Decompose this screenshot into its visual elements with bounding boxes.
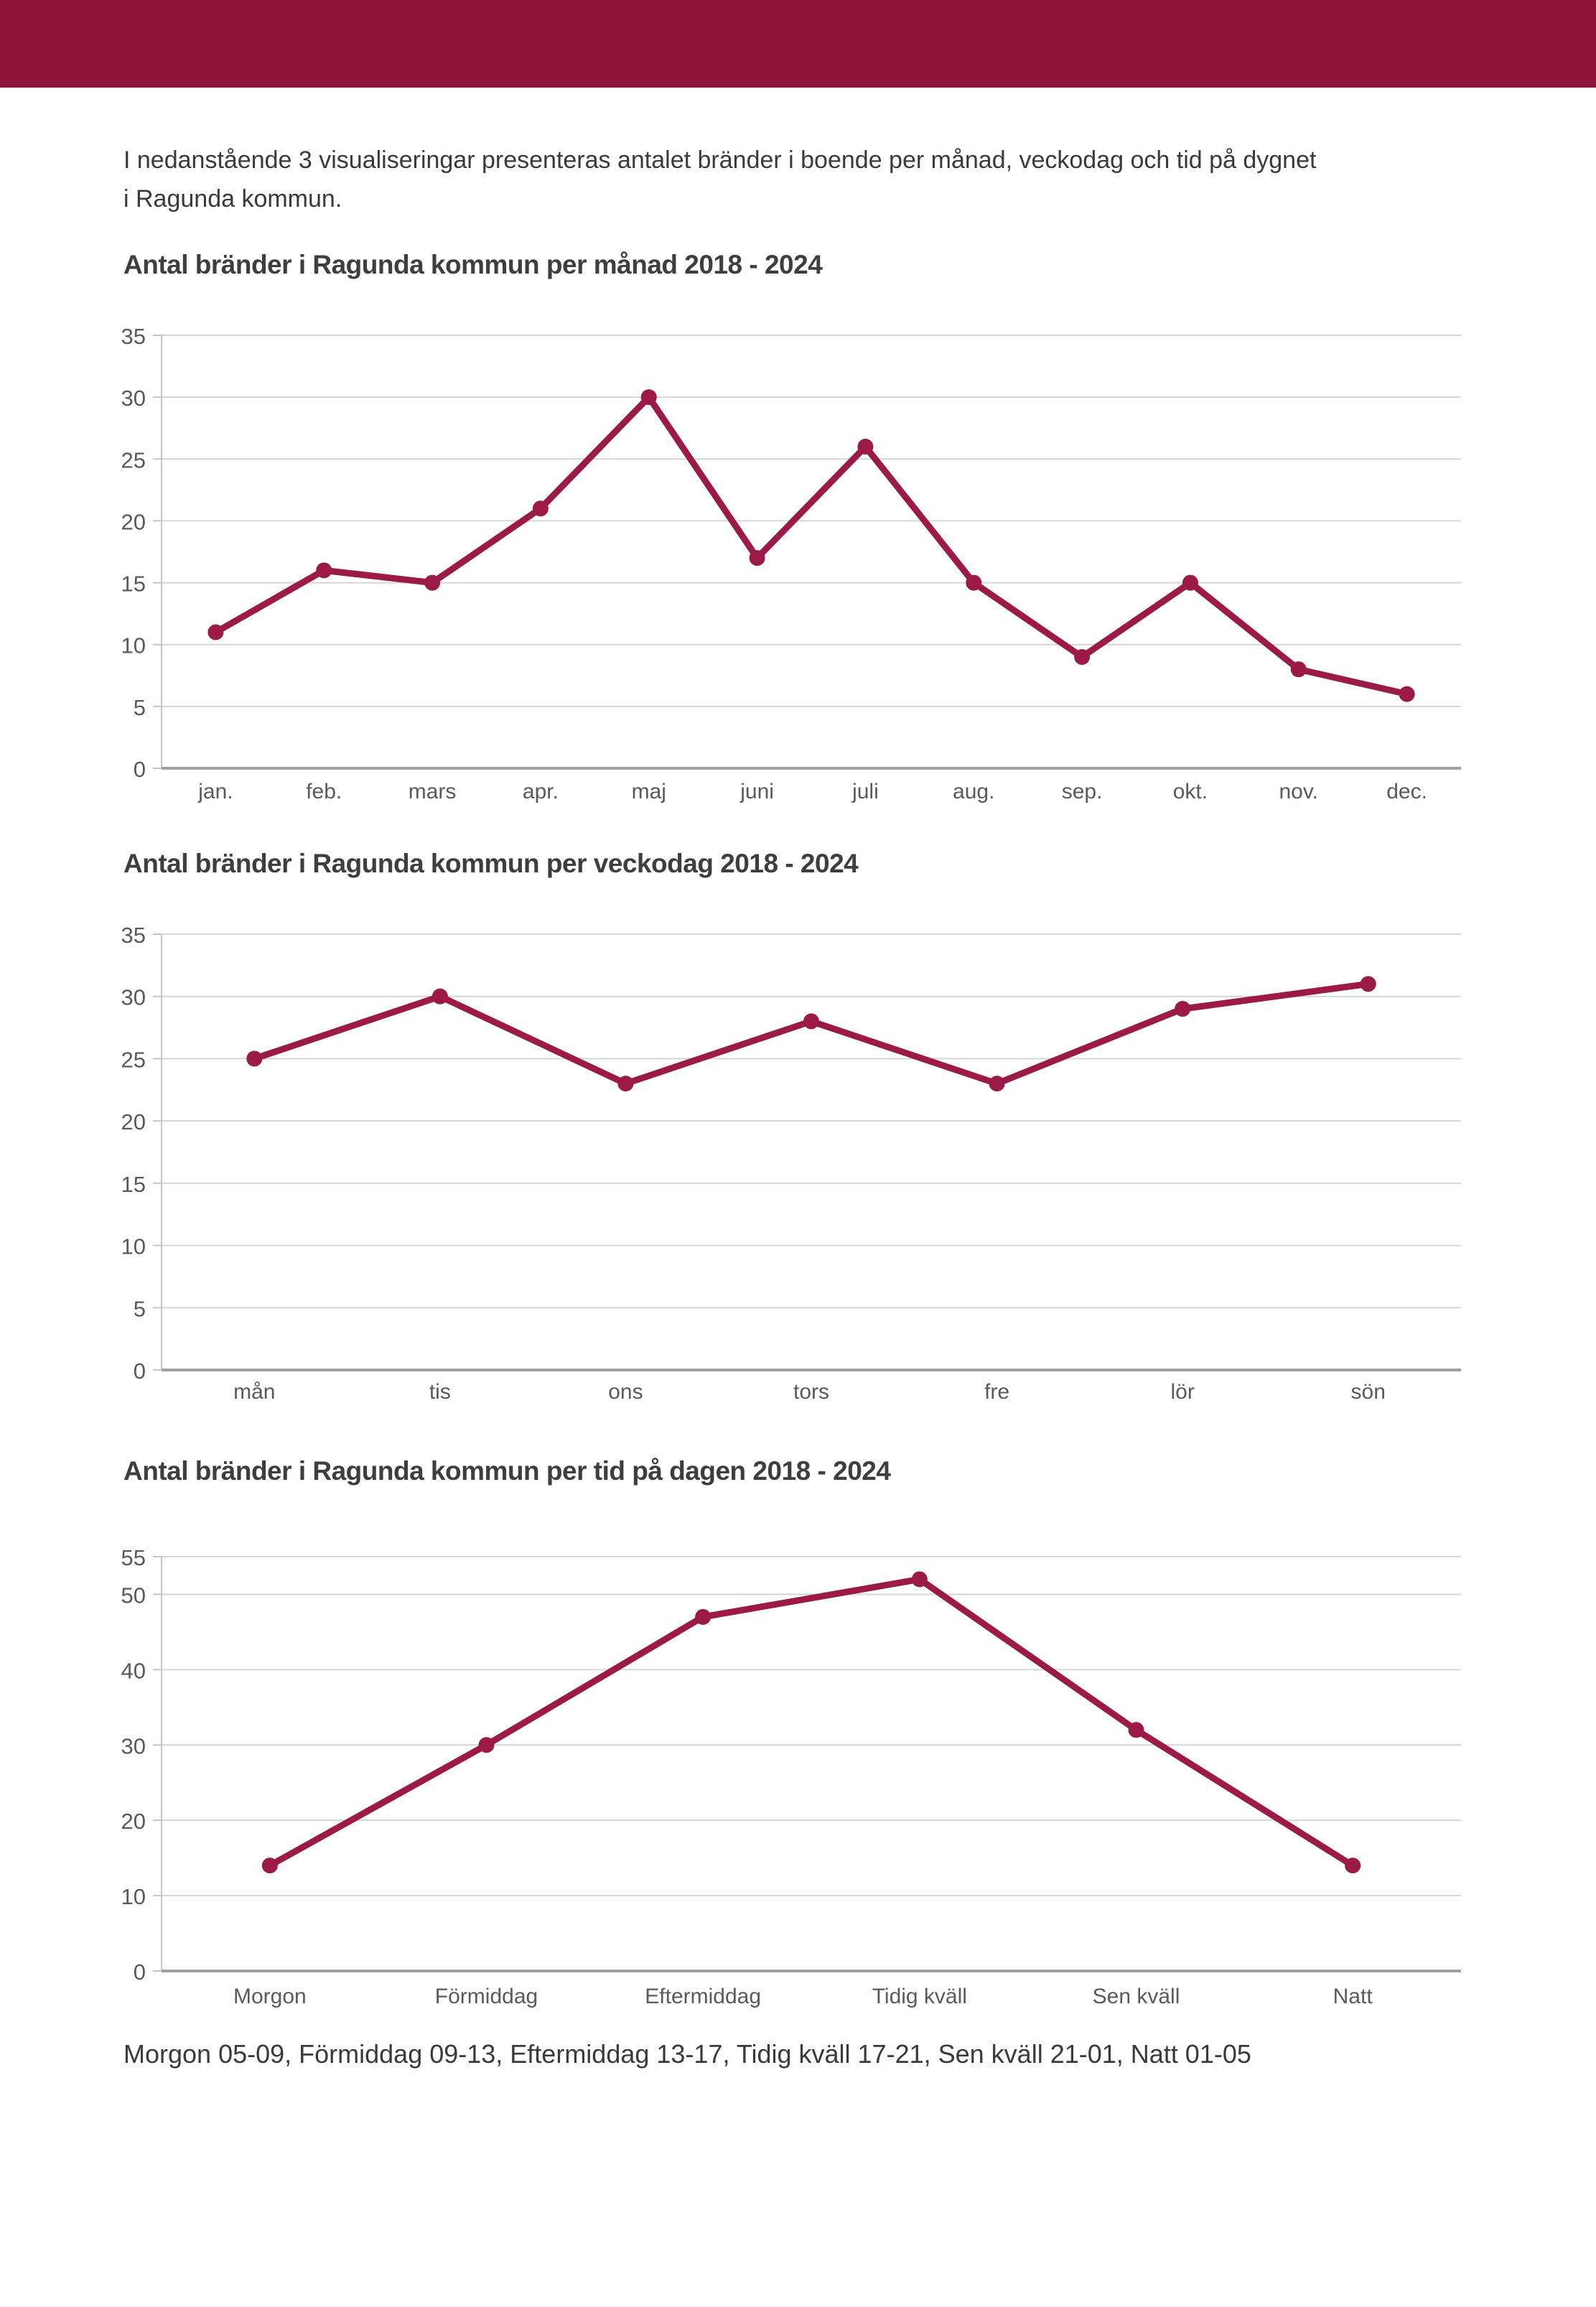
data-point xyxy=(695,1608,711,1625)
x-category-label: Förmiddag xyxy=(435,1985,538,2008)
y-tick-label: 10 xyxy=(121,1234,146,1259)
y-tick-label: 55 xyxy=(121,1545,146,1570)
x-category-label: Tidig kväll xyxy=(872,1985,967,2008)
x-category-label: tis xyxy=(429,1380,451,1404)
data-point xyxy=(424,574,441,591)
y-tick-label: 0 xyxy=(134,757,146,782)
y-tick-label: 0 xyxy=(134,1358,146,1384)
x-category-label: fre xyxy=(984,1380,1009,1404)
data-point xyxy=(911,1571,928,1588)
data-point xyxy=(1074,648,1091,665)
data-point xyxy=(966,574,982,591)
data-point xyxy=(1128,1722,1144,1738)
data-point xyxy=(989,1076,1005,1092)
data-point xyxy=(1290,661,1307,678)
y-tick-label: 35 xyxy=(121,324,146,349)
x-category-label: Natt xyxy=(1333,1985,1373,2008)
y-tick-label: 5 xyxy=(134,1296,146,1321)
x-category-label: dec. xyxy=(1386,780,1427,803)
x-category-label: tors xyxy=(793,1380,829,1404)
x-category-label: maj xyxy=(632,780,666,803)
y-tick-label: 25 xyxy=(121,1047,146,1072)
y-tick-label: 35 xyxy=(121,923,146,948)
y-tick-label: 0 xyxy=(134,1959,146,1985)
y-tick-label: 15 xyxy=(121,1172,146,1197)
x-category-label: mars xyxy=(409,780,457,803)
chart-per-tid-pa-dagen: 0 10 20 30 40 50 55 Morgon Förmiddag Eftermiddag T… xyxy=(121,1545,1461,2008)
data-line xyxy=(251,980,1372,1087)
y-tick-label: 20 xyxy=(121,509,146,534)
x-category-label: aug. xyxy=(953,780,994,803)
x-category-label: juli xyxy=(851,780,879,803)
chart-title-per-weekday: Antal bränder i Ragunda kommun per vecko… xyxy=(123,849,859,878)
y-tick-label: 30 xyxy=(121,386,146,411)
data-point xyxy=(316,562,332,579)
y-tick-label: 10 xyxy=(121,633,146,658)
x-category-label: Sen kväll xyxy=(1093,1985,1180,2008)
y-tick-label: 30 xyxy=(121,985,146,1010)
x-category-label: okt. xyxy=(1173,780,1208,803)
data-point xyxy=(246,1050,263,1067)
chart-per-manad: 0 5 10 15 20 25 30 35 jan. feb. mars apr. maj juni jul… xyxy=(121,324,1461,803)
x-category-label: jan. xyxy=(197,780,233,803)
data-point xyxy=(532,500,549,517)
y-tick-label: 40 xyxy=(121,1658,146,1683)
y-tick-label: 25 xyxy=(121,447,146,472)
data-point xyxy=(1345,1858,1361,1874)
data-point xyxy=(261,1858,278,1874)
intro-line-2: i Ragunda kommun. xyxy=(123,185,342,213)
data-point xyxy=(1182,574,1198,591)
y-tick-label: 10 xyxy=(121,1884,146,1909)
time-ranges-note: Morgon 05-09, Förmiddag 09-13, Eftermidd… xyxy=(123,2039,1251,2069)
x-category-label: sep. xyxy=(1062,780,1103,803)
x-category-label: Morgon xyxy=(233,1985,307,2008)
y-tick-label: 50 xyxy=(121,1583,146,1608)
data-point xyxy=(617,1076,634,1092)
data-line xyxy=(266,1575,1356,1869)
intro-line-1: I nedanstående 3 visualiseringar present… xyxy=(123,146,1317,174)
data-point xyxy=(857,439,874,455)
data-point xyxy=(1399,686,1415,702)
chart-title-per-month: Antal bränder i Ragunda kommun per månad… xyxy=(123,250,823,279)
x-category-label: nov. xyxy=(1279,780,1318,803)
x-category-label: juni xyxy=(739,780,774,803)
data-point xyxy=(431,988,448,1005)
chart-title-per-time-of-day: Antal bränder i Ragunda kommun per tid p… xyxy=(123,1456,891,1486)
data-point xyxy=(1175,1001,1191,1017)
x-category-label: feb. xyxy=(306,780,342,803)
x-category-label: Eftermiddag xyxy=(645,1985,761,2008)
x-category-label: lör xyxy=(1170,1380,1194,1404)
x-category-label: apr. xyxy=(523,780,559,803)
data-point xyxy=(803,1013,819,1030)
y-tick-label: 30 xyxy=(121,1733,146,1758)
data-point xyxy=(207,624,224,640)
y-tick-label: 5 xyxy=(134,695,146,720)
data-point xyxy=(640,389,657,406)
chart-per-veckodag: 0 5 10 15 20 25 30 35 mån tis ons tors fre lör sön xyxy=(121,923,1461,1404)
x-category-label: sön xyxy=(1351,1380,1386,1404)
intro-paragraph: I nedanstående 3 visualiseringar present… xyxy=(123,141,1488,219)
data-line xyxy=(212,393,1411,698)
x-category-label: mån xyxy=(233,1380,275,1404)
y-tick-label: 20 xyxy=(121,1109,146,1134)
x-category-label: ons xyxy=(608,1380,643,1404)
y-tick-label: 15 xyxy=(121,572,146,597)
y-tick-label: 20 xyxy=(121,1809,146,1834)
page-header-band xyxy=(0,0,1596,88)
data-point xyxy=(749,550,765,567)
data-point xyxy=(1360,976,1376,992)
data-point xyxy=(478,1737,495,1753)
